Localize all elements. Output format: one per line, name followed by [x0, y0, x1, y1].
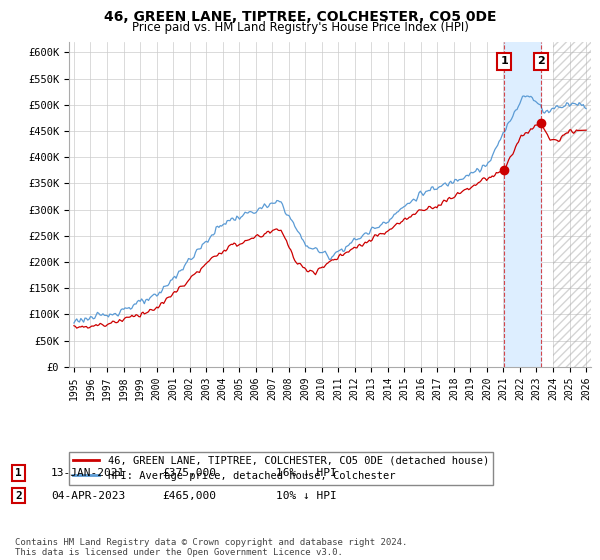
Text: Price paid vs. HM Land Registry's House Price Index (HPI): Price paid vs. HM Land Registry's House … [131, 21, 469, 34]
Text: 2: 2 [537, 57, 545, 67]
Text: 04-APR-2023: 04-APR-2023 [51, 491, 125, 501]
Text: £375,000: £375,000 [162, 468, 216, 478]
Text: 13-JAN-2021: 13-JAN-2021 [51, 468, 125, 478]
Bar [553, 42, 595, 367]
Text: 10% ↓ HPI: 10% ↓ HPI [276, 491, 337, 501]
Bar [553, 42, 595, 367]
Legend: 46, GREEN LANE, TIPTREE, COLCHESTER, CO5 0DE (detached house), HPI: Average pric: 46, GREEN LANE, TIPTREE, COLCHESTER, CO5… [69, 451, 493, 485]
Text: 1: 1 [500, 57, 508, 67]
Text: £465,000: £465,000 [162, 491, 216, 501]
Text: 16% ↓ HPI: 16% ↓ HPI [276, 468, 337, 478]
Text: 46, GREEN LANE, TIPTREE, COLCHESTER, CO5 0DE: 46, GREEN LANE, TIPTREE, COLCHESTER, CO5… [104, 10, 496, 24]
Bar [504, 42, 541, 367]
Text: Contains HM Land Registry data © Crown copyright and database right 2024.
This d: Contains HM Land Registry data © Crown c… [15, 538, 407, 557]
Text: 1: 1 [15, 468, 22, 478]
Text: 2: 2 [15, 491, 22, 501]
